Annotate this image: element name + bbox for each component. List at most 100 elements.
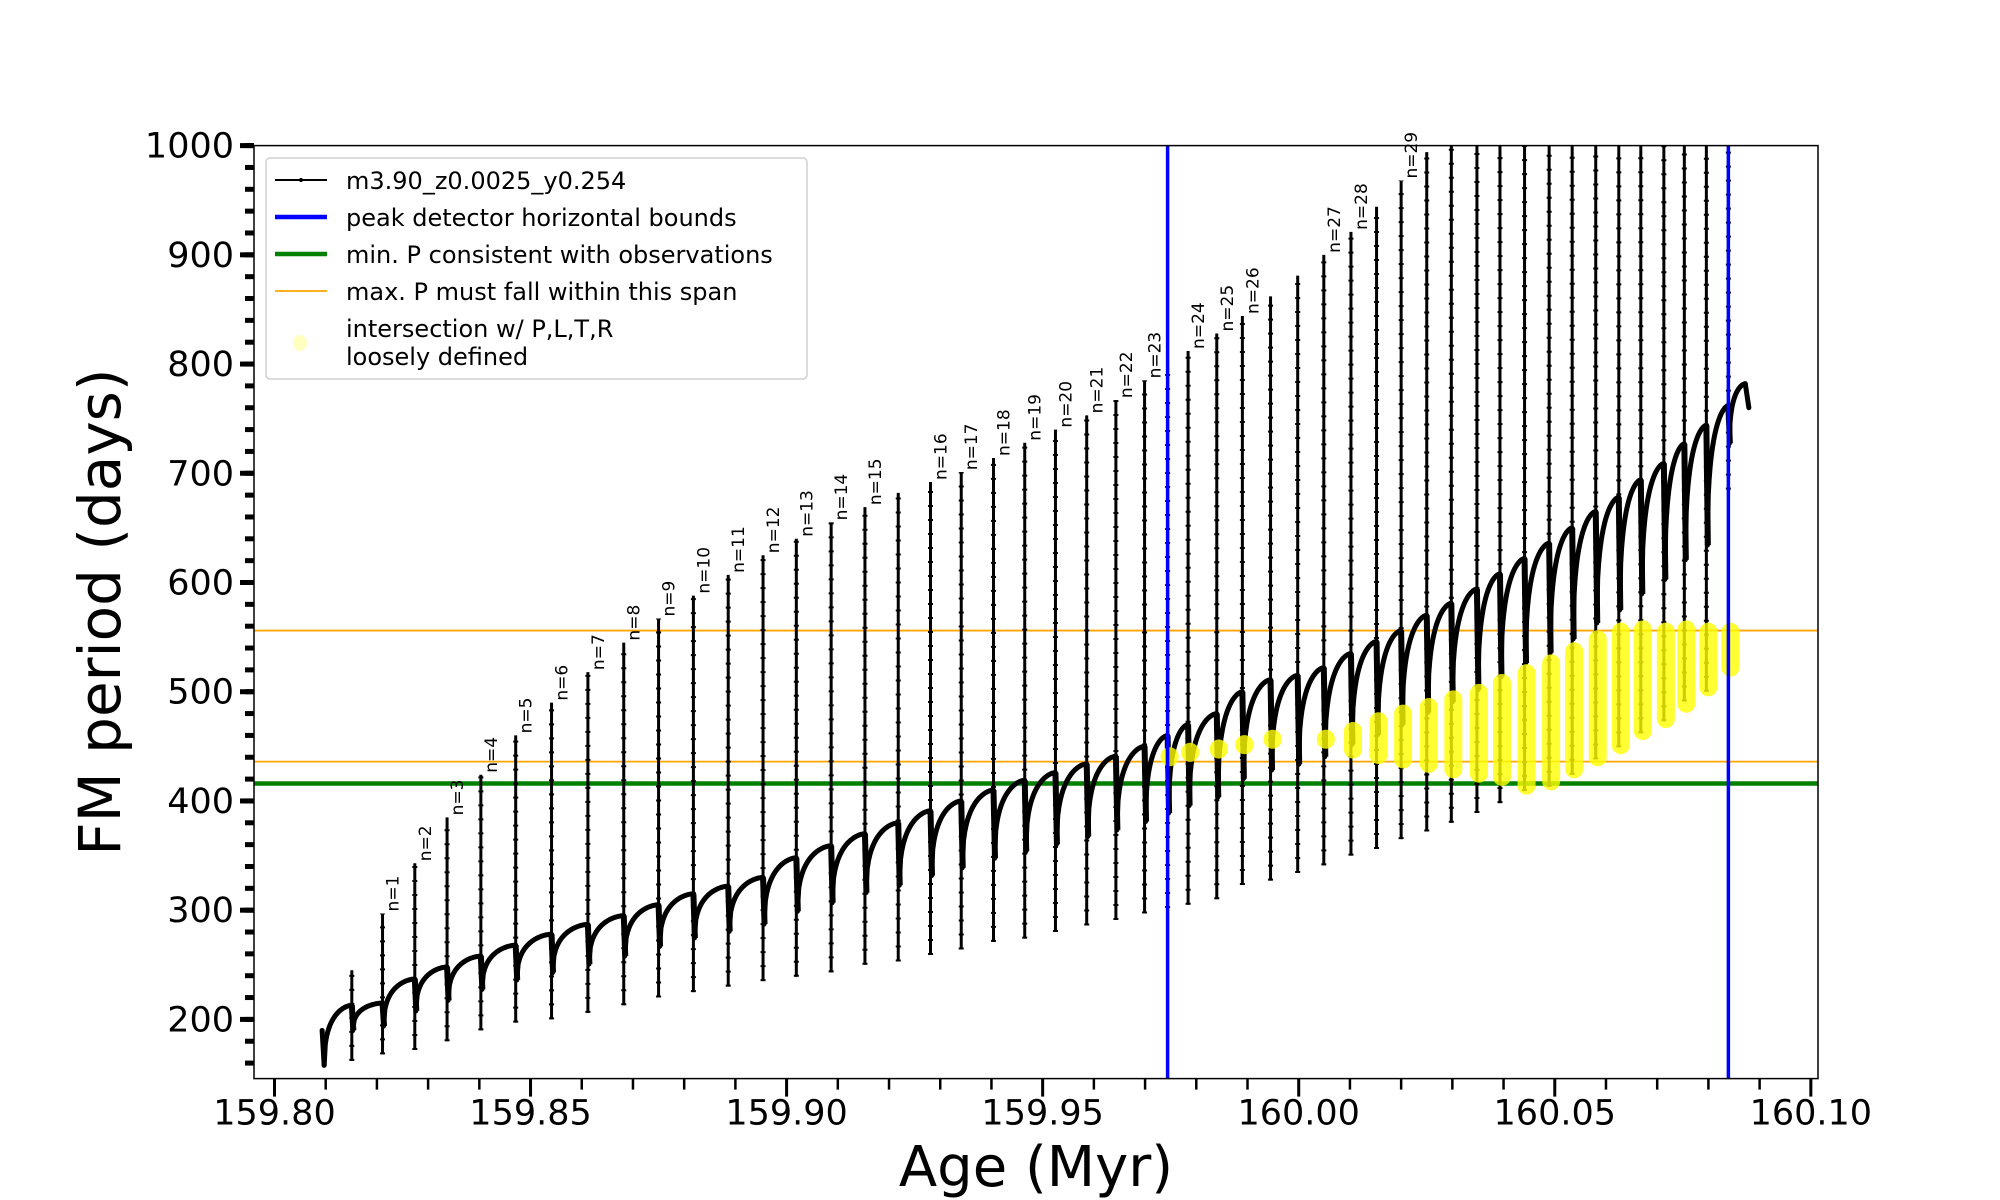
x-axis-label: Age (Myr) bbox=[899, 1135, 1173, 1200]
pulse-label: n=15 bbox=[866, 458, 886, 505]
series-arc bbox=[1662, 441, 1687, 582]
pulse-label: n=29 bbox=[1402, 132, 1422, 179]
series-arc bbox=[1296, 665, 1327, 767]
series-arc bbox=[1322, 651, 1354, 760]
series-arc bbox=[896, 808, 933, 888]
series-arc bbox=[1617, 477, 1644, 613]
pulse-label: n=12 bbox=[764, 507, 784, 554]
x-tick-label: 160.10 bbox=[1750, 1094, 1872, 1134]
y-tick-label: 600 bbox=[167, 564, 234, 604]
pulse-label: n=14 bbox=[832, 474, 852, 521]
pulse-label: n=21 bbox=[1088, 367, 1108, 414]
series-arc bbox=[479, 942, 519, 992]
pulse-label: n=27 bbox=[1325, 206, 1345, 253]
pulse-label: n=9 bbox=[660, 581, 680, 617]
series-arc bbox=[1523, 540, 1552, 666]
series-arc bbox=[992, 777, 1028, 861]
pulse-label: n=18 bbox=[994, 409, 1014, 456]
pulse-label: n=16 bbox=[932, 433, 952, 480]
legend-dot-icon bbox=[299, 178, 303, 182]
y-tick-label: 400 bbox=[167, 782, 234, 822]
series-arc bbox=[1143, 732, 1171, 825]
legend-marker-icon bbox=[293, 335, 307, 351]
series-arc bbox=[691, 883, 731, 941]
x-tick-label: 160.00 bbox=[1237, 1094, 1359, 1134]
pulse-label: n=20 bbox=[1056, 381, 1076, 428]
legend-label: intersection w/ P,L,T,R bbox=[346, 315, 613, 343]
plot-frame bbox=[253, 144, 1819, 1080]
series-arc bbox=[794, 843, 834, 914]
series-arc bbox=[726, 874, 766, 934]
series-arc bbox=[350, 1000, 386, 1033]
series-arc bbox=[959, 787, 996, 871]
series-arc bbox=[1085, 753, 1119, 840]
x-tick-label: 160.05 bbox=[1494, 1094, 1616, 1134]
series-arc bbox=[1475, 571, 1503, 693]
series-arc bbox=[1399, 612, 1430, 727]
series-arc bbox=[829, 831, 868, 906]
pulse-label: n=26 bbox=[1243, 267, 1263, 314]
pulse-label: n=7 bbox=[589, 634, 609, 670]
axes: 159.80 159.85 159.90 159.95 160.00 160.05 160.… bbox=[145, 127, 1872, 1134]
legend-box bbox=[265, 157, 808, 380]
series-arc bbox=[1639, 460, 1667, 597]
x-tick-label: 159.90 bbox=[725, 1094, 847, 1134]
legend-label: m3.90_z0.0025_y0.254 bbox=[346, 167, 626, 195]
y-tick-label: 900 bbox=[167, 236, 234, 276]
series-arc bbox=[1375, 628, 1404, 738]
series-end bbox=[1742, 381, 1752, 411]
pulse-label: n=28 bbox=[1352, 183, 1372, 230]
series-arc bbox=[1269, 672, 1301, 773]
series-arc bbox=[1349, 638, 1380, 747]
y-tick-label: 800 bbox=[167, 345, 234, 385]
pulse-label: n=6 bbox=[553, 665, 573, 701]
pulse-label: n=25 bbox=[1218, 285, 1238, 332]
pulse-label: n=5 bbox=[517, 698, 537, 734]
pulse-label: n=2 bbox=[416, 825, 436, 861]
series-arc bbox=[445, 953, 484, 1003]
pulse-label: n=17 bbox=[962, 424, 982, 471]
series-arc bbox=[1498, 555, 1528, 680]
series-arc bbox=[1726, 381, 1748, 446]
pulse-label: n=1 bbox=[384, 876, 404, 912]
series-arc bbox=[514, 931, 555, 983]
pulse-label: n=13 bbox=[797, 490, 817, 537]
series-arc bbox=[1547, 525, 1575, 656]
y-tick-label: 200 bbox=[167, 1000, 234, 1040]
x-tick-label: 159.95 bbox=[981, 1094, 1103, 1134]
series-arc bbox=[622, 902, 662, 959]
pulse-label: n=3 bbox=[448, 779, 468, 815]
pulse-label: n=8 bbox=[625, 605, 645, 641]
series-arc bbox=[413, 964, 450, 1014]
pulse-label: n=10 bbox=[694, 547, 714, 594]
series-arc bbox=[1023, 770, 1058, 854]
pulse-label: n=23 bbox=[1146, 332, 1166, 379]
y-tick-label: 300 bbox=[167, 891, 234, 931]
series-arc bbox=[1240, 677, 1274, 782]
y-axis-label: FM period (days) bbox=[66, 368, 134, 855]
y-tick-label: 700 bbox=[167, 454, 234, 494]
series-arc bbox=[1053, 761, 1090, 847]
series-arc bbox=[1594, 494, 1622, 626]
legend-label: max. P must fall within this span bbox=[346, 278, 737, 306]
legend-label: loosely defined bbox=[346, 343, 528, 371]
legend-label: min. P consistent with observations bbox=[346, 241, 773, 269]
x-tick-label: 159.85 bbox=[469, 1094, 591, 1134]
series-arc bbox=[1449, 586, 1480, 705]
pulse-label: n=11 bbox=[729, 526, 749, 573]
series-arc bbox=[863, 820, 901, 896]
legend-label: peak detector horizontal bounds bbox=[346, 204, 737, 232]
series-arc bbox=[1704, 403, 1731, 548]
series-arc bbox=[381, 976, 418, 1029]
pulse-label: n=4 bbox=[482, 737, 502, 773]
series-arc bbox=[1215, 689, 1245, 800]
series-arc bbox=[761, 855, 799, 927]
plot-area bbox=[254, 145, 1818, 1079]
pulse-label: n=22 bbox=[1117, 351, 1137, 398]
series-arc bbox=[321, 1002, 355, 1068]
x-tick-label: 159.80 bbox=[213, 1094, 335, 1134]
series-arc bbox=[1114, 743, 1148, 833]
pulse-label: n=24 bbox=[1189, 302, 1209, 349]
